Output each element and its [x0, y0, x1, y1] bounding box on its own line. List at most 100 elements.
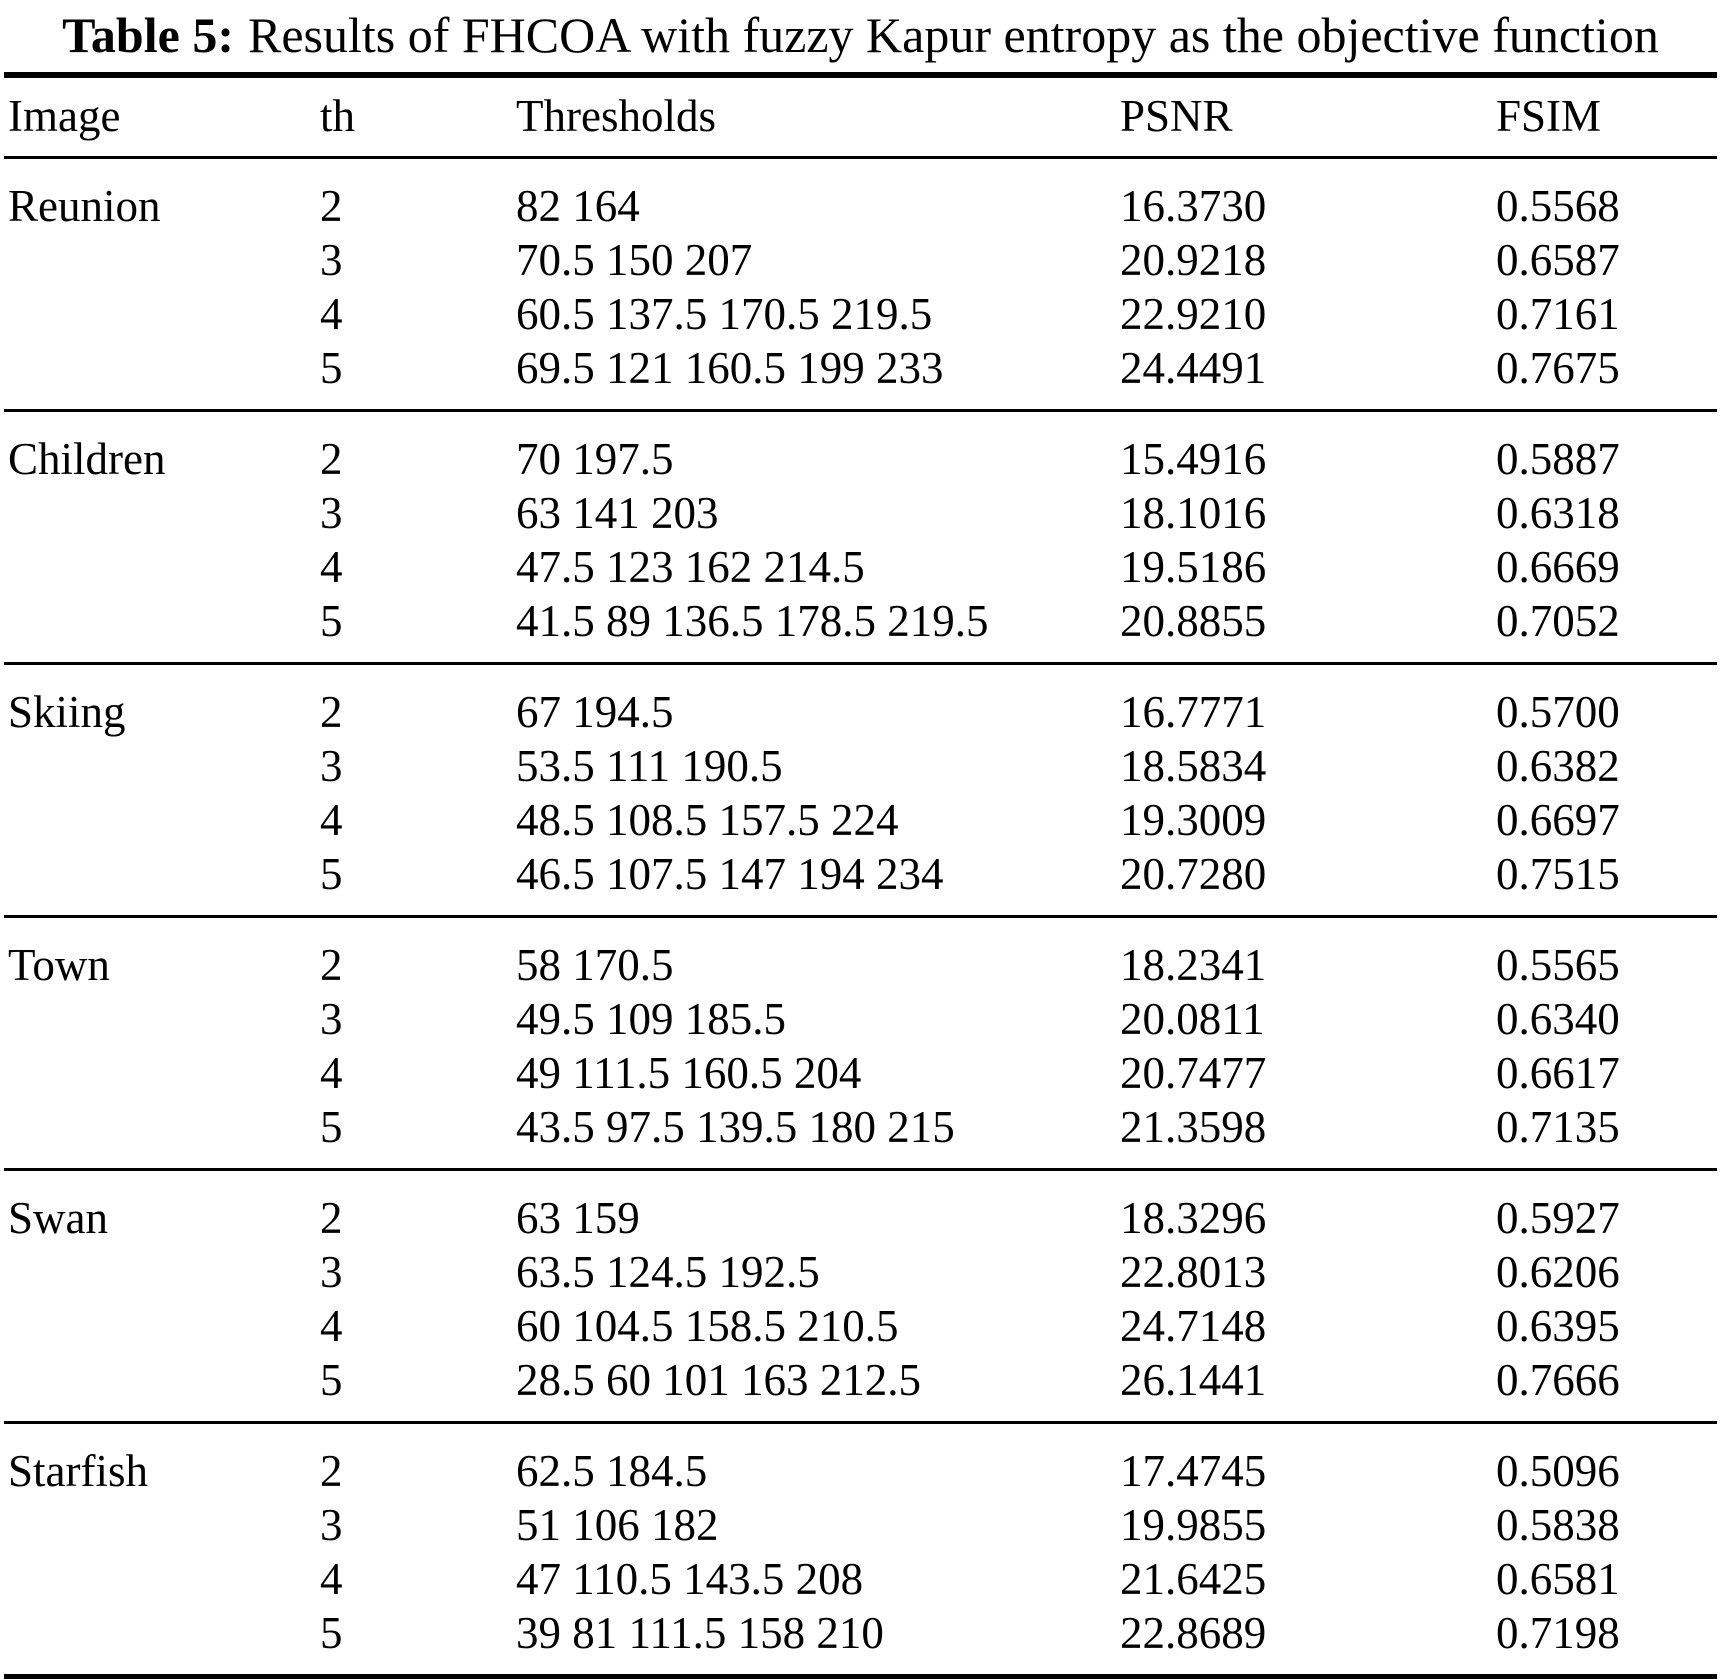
image-name-cell — [4, 739, 316, 793]
psnr-cell: 20.7477 — [1120, 1048, 1267, 1098]
image-name-cell — [4, 540, 316, 594]
psnr-cell: 19.3009 — [1120, 795, 1267, 845]
psnr-cell: 22.9210 — [1120, 289, 1267, 339]
table-row: Skiing 2 67 194.5 16.7771 0.5700 — [4, 664, 1717, 740]
fsim-cell: 0.6617 — [1496, 1048, 1620, 1098]
fsim-cell: 0.7161 — [1496, 289, 1620, 339]
th-cell: 2 — [320, 687, 343, 737]
table-row: 3 70.5 150 207 20.9218 0.6587 — [4, 233, 1717, 287]
psnr-cell: 20.8855 — [1116, 594, 1492, 665]
fsim-cell: 0.7675 — [1492, 341, 1717, 412]
fsim-cell: 0.5096 — [1496, 1446, 1620, 1496]
fsim-cell: 0.6395 — [1496, 1301, 1620, 1351]
thresholds-cell: 47.5 123 162 214.5 — [516, 542, 865, 592]
thresholds-cell: 43.5 97.5 139.5 180 215 — [512, 1100, 1116, 1171]
table-row: Swan 2 63 159 18.3296 0.5927 — [4, 1170, 1717, 1246]
table-row: 3 63.5 124.5 192.5 22.8013 0.6206 — [4, 1245, 1717, 1299]
table-row: 5 39 81 111.5 158 210 22.8689 0.7198 — [4, 1606, 1717, 1679]
thresholds-cell: 63 141 203 — [516, 488, 719, 538]
th-cell: 2 — [320, 434, 343, 484]
psnr-cell: 16.3730 — [1120, 181, 1267, 231]
col-header-psnr: PSNR — [1116, 75, 1492, 159]
image-name-cell — [4, 287, 316, 341]
fsim-cell: 0.6587 — [1496, 235, 1620, 285]
image-name-cell: Skiing — [8, 687, 126, 737]
th-cell: 3 — [320, 1500, 343, 1550]
th-cell: 2 — [320, 940, 343, 990]
fsim-cell: 0.7515 — [1492, 847, 1717, 918]
fsim-cell: 0.5927 — [1496, 1193, 1620, 1243]
table-row: Children 2 70 197.5 15.4916 0.5887 — [4, 411, 1717, 487]
thresholds-cell: 69.5 121 160.5 199 233 — [512, 341, 1116, 412]
thresholds-cell: 51 106 182 — [516, 1500, 719, 1550]
header-row: Image th Thresholds PSNR FSIM — [4, 75, 1717, 159]
group-town: Town 2 58 170.5 18.2341 0.5565 3 49.5 10… — [4, 917, 1717, 1171]
image-name-cell — [4, 1606, 316, 1679]
thresholds-cell: 53.5 111 190.5 — [516, 741, 783, 791]
psnr-cell: 18.2341 — [1120, 940, 1267, 990]
table-row: 3 51 106 182 19.9855 0.5838 — [4, 1498, 1717, 1552]
th-cell: 4 — [320, 1048, 343, 1098]
fsim-cell: 0.7135 — [1492, 1100, 1717, 1171]
fsim-cell: 0.6697 — [1496, 795, 1620, 845]
th-cell: 5 — [316, 1606, 512, 1679]
image-name-cell — [4, 233, 316, 287]
table-row: 3 63 141 203 18.1016 0.6318 — [4, 486, 1717, 540]
psnr-cell: 20.0811 — [1120, 994, 1265, 1044]
psnr-cell: 22.8689 — [1116, 1606, 1492, 1679]
psnr-cell: 19.9855 — [1120, 1500, 1267, 1550]
table-row: 5 28.5 60 101 163 212.5 26.1441 0.7666 — [4, 1353, 1717, 1424]
th-cell: 2 — [320, 1446, 343, 1496]
th-cell: 3 — [320, 488, 343, 538]
table-row: Starfish 2 62.5 184.5 17.4745 0.5096 — [4, 1423, 1717, 1499]
fsim-cell: 0.6340 — [1496, 994, 1620, 1044]
image-name-cell — [4, 1498, 316, 1552]
table-header: Image th Thresholds PSNR FSIM — [4, 75, 1717, 159]
th-cell: 4 — [320, 795, 343, 845]
thresholds-cell: 28.5 60 101 163 212.5 — [512, 1353, 1116, 1424]
th-cell: 3 — [320, 994, 343, 1044]
fsim-cell: 0.7052 — [1492, 594, 1717, 665]
thresholds-cell: 41.5 89 136.5 178.5 219.5 — [512, 594, 1116, 665]
table-row: 5 69.5 121 160.5 199 233 24.4491 0.7675 — [4, 341, 1717, 412]
psnr-cell: 19.5186 — [1120, 542, 1267, 592]
thresholds-cell: 63 159 — [516, 1193, 640, 1243]
table-row: 5 43.5 97.5 139.5 180 215 21.3598 0.7135 — [4, 1100, 1717, 1171]
image-name-cell — [4, 793, 316, 847]
psnr-cell: 18.3296 — [1120, 1193, 1267, 1243]
th-cell: 2 — [320, 1193, 343, 1243]
group-reunion: Reunion 2 82 164 16.3730 0.5568 3 70.5 1… — [4, 158, 1717, 412]
table-row: 5 41.5 89 136.5 178.5 219.5 20.8855 0.70… — [4, 594, 1717, 665]
th-cell: 5 — [316, 594, 512, 665]
image-name-cell — [4, 1100, 316, 1171]
table-row: 4 60.5 137.5 170.5 219.5 22.9210 0.7161 — [4, 287, 1717, 341]
fsim-cell: 0.5568 — [1496, 181, 1620, 231]
col-header-th: th — [316, 75, 512, 159]
psnr-cell: 18.1016 — [1120, 488, 1267, 538]
thresholds-cell: 49.5 109 185.5 — [516, 994, 786, 1044]
image-name-cell — [4, 341, 316, 412]
image-name-cell: Starfish — [8, 1446, 148, 1496]
thresholds-cell: 82 164 — [516, 181, 640, 231]
th-cell: 4 — [320, 1554, 343, 1604]
thresholds-cell: 47 110.5 143.5 208 — [516, 1554, 864, 1604]
th-cell: 5 — [316, 847, 512, 918]
fsim-cell: 0.6318 — [1496, 488, 1620, 538]
th-cell: 4 — [320, 542, 343, 592]
psnr-cell: 24.4491 — [1116, 341, 1492, 412]
group-skiing: Skiing 2 67 194.5 16.7771 0.5700 3 53.5 … — [4, 664, 1717, 918]
thresholds-cell: 49 111.5 160.5 204 — [516, 1048, 862, 1098]
fsim-cell: 0.6382 — [1496, 741, 1620, 791]
thresholds-cell: 46.5 107.5 147 194 234 — [512, 847, 1116, 918]
table-row: 4 47 110.5 143.5 208 21.6425 0.6581 — [4, 1552, 1717, 1606]
image-name-cell: Swan — [8, 1193, 108, 1243]
thresholds-cell: 60 104.5 158.5 210.5 — [516, 1301, 899, 1351]
thresholds-cell: 67 194.5 — [516, 687, 674, 737]
fsim-cell: 0.6206 — [1496, 1247, 1620, 1297]
fsim-cell: 0.5700 — [1496, 687, 1620, 737]
thresholds-cell: 70 197.5 — [516, 434, 674, 484]
table-row: 5 46.5 107.5 147 194 234 20.7280 0.7515 — [4, 847, 1717, 918]
th-cell: 5 — [316, 1100, 512, 1171]
thresholds-cell: 62.5 184.5 — [516, 1446, 708, 1496]
